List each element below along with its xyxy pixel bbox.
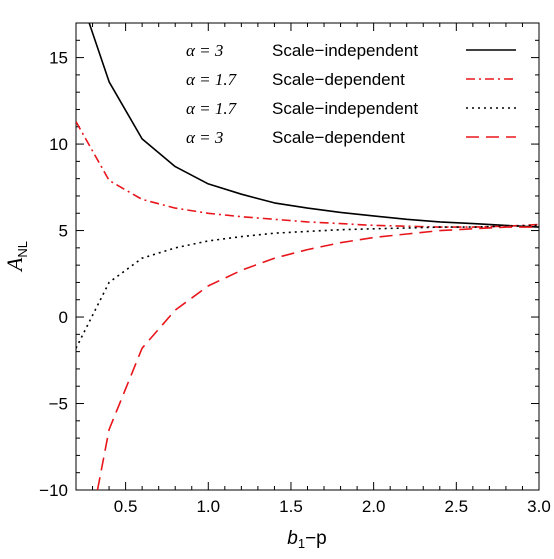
x-tick-label: 2.0 bbox=[362, 497, 386, 516]
legend-series-label: Scale−dependent bbox=[272, 70, 405, 89]
axis-ticks bbox=[75, 22, 540, 491]
x-tick-label: 0.5 bbox=[114, 497, 138, 516]
legend-entry-4: α = 3 Scale−dependent bbox=[186, 128, 516, 147]
y-tick-label: 5 bbox=[59, 222, 68, 241]
legend-series-label: Scale−independent bbox=[272, 41, 418, 60]
x-axis-title: b1−p bbox=[287, 528, 326, 551]
x-tick-label: 1.0 bbox=[196, 497, 220, 516]
legend-series-label: Scale−independent bbox=[272, 99, 418, 118]
series-line-1 bbox=[88, 23, 539, 228]
y-axis-title: ANL bbox=[2, 241, 30, 273]
series-line-3 bbox=[76, 224, 539, 349]
series-lines bbox=[76, 23, 539, 490]
y-tick-label: −10 bbox=[39, 481, 68, 500]
series-line-4 bbox=[96, 226, 539, 490]
y-tick-label: −5 bbox=[49, 395, 68, 414]
plot-frame bbox=[75, 22, 540, 491]
legend-alpha-label: α = 1.7 bbox=[186, 99, 238, 118]
legend-alpha-label: α = 3 bbox=[186, 128, 223, 147]
legend-entry-1: α = 3 Scale−independent bbox=[186, 41, 516, 60]
x-tick-label: 3.0 bbox=[527, 497, 551, 516]
x-tick-label: 2.5 bbox=[445, 497, 469, 516]
legend-alpha-label: α = 3 bbox=[186, 41, 223, 60]
axis-tick-labels: 0.5 1.0 1.5 2.0 2.5 3.0 −10 −5 0 5 10 15 bbox=[39, 49, 551, 516]
legend-alpha-label: α = 1.7 bbox=[186, 70, 238, 89]
series-line-2 bbox=[76, 121, 539, 228]
y-tick-label: 15 bbox=[49, 49, 68, 68]
x-tick-label: 1.5 bbox=[279, 497, 303, 516]
legend: α = 3 Scale−independent α = 1.7 Scale−depen… bbox=[186, 41, 516, 147]
legend-entry-3: α = 1.7 Scale−independent bbox=[186, 99, 516, 118]
y-tick-label: 10 bbox=[49, 135, 68, 154]
y-tick-label: 0 bbox=[59, 308, 68, 327]
legend-entry-2: α = 1.7 Scale−dependent bbox=[186, 70, 516, 89]
legend-series-label: Scale−dependent bbox=[272, 128, 405, 147]
